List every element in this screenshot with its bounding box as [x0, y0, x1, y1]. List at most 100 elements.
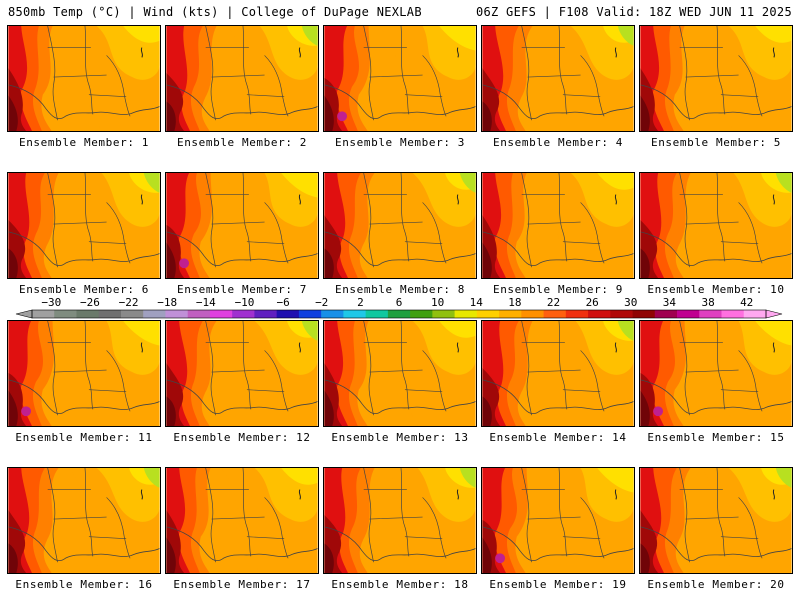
colorbar-frame	[31, 309, 767, 319]
ensemble-map	[639, 320, 793, 427]
state-border	[205, 468, 216, 563]
ensemble-panel: Ensemble Member: 1	[7, 25, 161, 149]
temp-field-cool-spot	[775, 468, 792, 488]
temp-field-extreme	[179, 258, 190, 269]
state-border	[47, 321, 58, 416]
state-border	[242, 468, 252, 557]
state-border	[716, 173, 726, 262]
state-border	[47, 47, 127, 97]
temp-field-hot-core	[640, 248, 650, 278]
colorbar-swatch	[432, 310, 455, 318]
header-valid-time: 06Z GEFS | F108 Valid: 18Z WED JUN 11 20…	[475, 5, 792, 19]
temp-field-yellow	[597, 468, 634, 493]
lake-shoreline	[772, 194, 775, 205]
lake-shoreline	[140, 489, 143, 500]
colorbar-swatch	[543, 310, 567, 318]
state-border	[716, 468, 726, 557]
temp-field-yellow	[123, 321, 160, 346]
lake-shoreline	[772, 489, 775, 500]
lake-shoreline	[298, 47, 301, 58]
temp-field-hot-core	[640, 390, 650, 426]
state-border	[264, 55, 289, 117]
temp-field-cool-spot	[301, 26, 318, 46]
lake-shoreline	[614, 47, 617, 58]
state-border	[363, 342, 443, 392]
ensemble-panel: Ensemble Member: 5	[639, 25, 793, 149]
ensemble-member-label: Ensemble Member: 2	[176, 136, 307, 149]
state-border	[47, 173, 58, 268]
state-border	[716, 321, 726, 410]
coastline	[324, 231, 476, 267]
colorbar-swatch	[143, 310, 166, 318]
lake-shoreline	[298, 194, 301, 205]
colorbar-swatch	[254, 310, 278, 318]
ensemble-panel: Ensemble Member: 3	[323, 25, 477, 149]
coastline	[640, 526, 792, 562]
state-border	[106, 350, 131, 412]
temp-field-cool-spot	[301, 321, 318, 341]
state-border	[84, 321, 94, 410]
coastline	[640, 379, 792, 415]
temp-field-hot-core	[482, 537, 492, 573]
state-border	[47, 26, 58, 121]
state-border	[363, 489, 443, 539]
coastline	[482, 84, 634, 120]
temp-field-cool-spot	[143, 468, 160, 488]
colorbar-tick-label: −6	[276, 296, 289, 309]
temp-field-cool-spot	[459, 173, 476, 193]
state-border	[400, 321, 410, 410]
ensemble-panel: Ensemble Member: 7	[165, 172, 319, 296]
colorbar-swatch	[165, 310, 189, 318]
colorbar-swatch	[654, 310, 678, 318]
coastline	[482, 526, 634, 562]
ensemble-panel: Ensemble Member: 8	[323, 172, 477, 296]
lake-shoreline	[772, 342, 775, 353]
state-border	[264, 350, 289, 412]
state-border	[521, 468, 532, 563]
state-border	[738, 350, 763, 412]
colorbar-tick-label: 2	[357, 296, 364, 309]
temp-field-hot-core	[324, 248, 334, 278]
colorbar-tick-label: 6	[396, 296, 403, 309]
temp-field-yellow	[755, 321, 792, 346]
ensemble-panel: Ensemble Member: 16	[7, 467, 161, 591]
colorbar-tick-label: 22	[547, 296, 560, 309]
state-border	[521, 47, 601, 97]
state-border	[521, 489, 601, 539]
ensemble-member-label: Ensemble Member: 18	[331, 578, 469, 591]
ensemble-map	[323, 172, 477, 279]
ensemble-map	[481, 25, 635, 132]
state-border	[580, 202, 605, 264]
ensemble-member-label: Ensemble Member: 1	[18, 136, 149, 149]
ensemble-member-label: Ensemble Member: 8	[334, 283, 465, 296]
ensemble-member-label: Ensemble Member: 7	[176, 283, 307, 296]
colorbar-high-arrow	[765, 309, 783, 319]
temp-field-hot-core	[8, 390, 18, 426]
state-border	[205, 489, 285, 539]
temp-field-cool-spot	[617, 26, 634, 46]
ensemble-member-label: Ensemble Member: 9	[492, 283, 623, 296]
state-border	[716, 26, 726, 115]
temperature-colorbar: −30 −26 −22 −18 −14 −10 −6 −2 2 6 10 14 18 22 26 30 34 38…	[15, 296, 783, 319]
colorbar-swatch	[610, 310, 633, 318]
temp-field-cool-spot	[143, 173, 160, 193]
state-border	[205, 321, 216, 416]
state-border	[264, 497, 289, 559]
state-border	[242, 321, 252, 410]
colorbar-swatch	[521, 310, 544, 318]
ensemble-panel: Ensemble Member: 20	[639, 467, 793, 591]
colorbar-tick-label: −22	[119, 296, 139, 309]
colorbar-swatch	[699, 310, 722, 318]
state-border	[47, 342, 127, 392]
state-border	[558, 26, 568, 115]
state-border	[679, 468, 690, 563]
temp-field-yellow	[439, 321, 476, 338]
ensemble-panel: Ensemble Member: 9	[481, 172, 635, 296]
ensemble-map	[165, 25, 319, 132]
colorbar-tick-label: 38	[701, 296, 714, 309]
temp-field-hot-core	[640, 543, 650, 573]
colorbar-swatch	[476, 310, 500, 318]
state-border	[422, 497, 447, 559]
state-border	[679, 194, 759, 244]
state-border	[400, 26, 410, 115]
